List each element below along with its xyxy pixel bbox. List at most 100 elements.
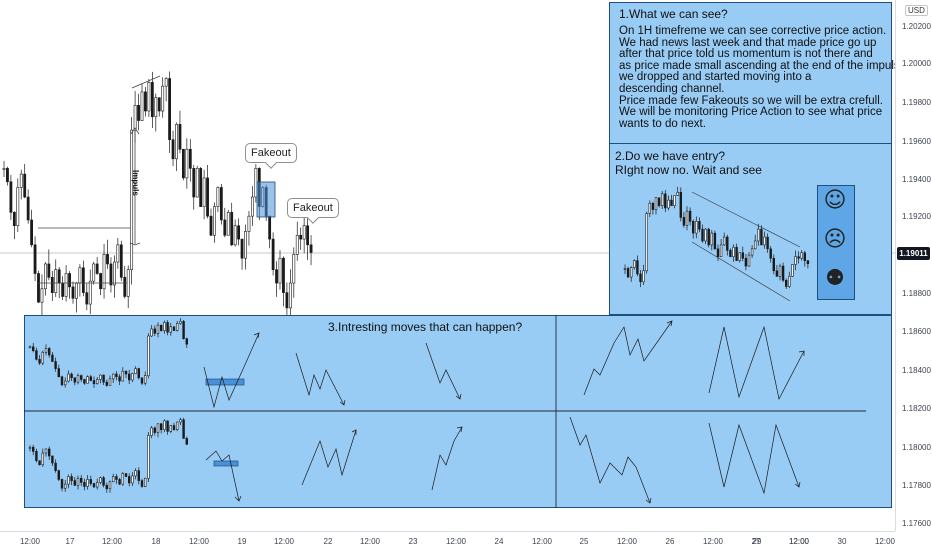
time-tick: 22 [323, 537, 333, 546]
candle-body [288, 282, 292, 309]
candle-body [105, 381, 109, 386]
time-tick: 12:00 [445, 537, 467, 546]
candle-body [121, 473, 125, 485]
time-tick: 24 [494, 537, 504, 546]
candle-body [43, 263, 47, 290]
impulse-label: Impuls [131, 170, 140, 196]
candle-body [38, 359, 41, 364]
candle-body [9, 181, 13, 213]
candle-body [230, 212, 234, 246]
candle-body [750, 248, 754, 256]
candle-body [271, 238, 275, 270]
candle-body [688, 210, 692, 222]
time-tick: 12:00 [188, 537, 210, 546]
channel-upper [691, 191, 801, 248]
price-tick: 1.18400 [902, 366, 931, 375]
candle-body [757, 228, 760, 242]
time-tick: 30 [837, 537, 847, 546]
candle-body [86, 376, 89, 384]
candle-body [629, 267, 633, 278]
candle-body [160, 324, 163, 331]
currency-label[interactable]: USD [905, 5, 928, 16]
candle-body [64, 273, 68, 297]
time-tick: 25 [579, 537, 589, 546]
candle-body [63, 483, 67, 489]
candle-body [2, 168, 6, 170]
arrow-head [666, 320, 673, 327]
candle-body [140, 91, 144, 121]
panel-title: 3.Intresting moves that can happen? [328, 320, 523, 334]
candle-body [112, 373, 115, 380]
panel-what-we-see: 1.What we can see? On 1H timefreme we ca… [609, 2, 906, 144]
candle-body [147, 335, 150, 376]
candle-body [131, 373, 134, 381]
panel-scenarios: 3.Intresting moves that can happen? [24, 315, 892, 508]
candle-body [160, 423, 163, 430]
candle-body [185, 338, 188, 345]
candle-body [153, 427, 156, 433]
time-axis[interactable]: 12:00 17 12:00 18 12:00 19 12:00 22 12:0… [0, 531, 895, 550]
arrow-head [456, 426, 463, 433]
candle-body [163, 420, 166, 430]
candle-body [147, 435, 150, 479]
time-tick: 23 [408, 537, 418, 546]
candle-body [89, 479, 93, 484]
candle-body [701, 228, 704, 242]
candle-body [26, 196, 30, 221]
candle-body [37, 273, 40, 303]
candle-body [96, 482, 99, 488]
price-axis[interactable]: 1.20200 1.20000 1.19800 1.19600 1.19400 … [895, 0, 932, 531]
time-tick: 12:00 [531, 537, 553, 546]
candle-body [32, 346, 35, 351]
candle-body [68, 273, 71, 288]
candle-body [178, 124, 182, 150]
candle-body [654, 197, 658, 210]
time-tick: 19 [237, 537, 247, 546]
candle-body [92, 380, 96, 385]
candle-body [226, 212, 230, 236]
scenario-path [295, 352, 345, 406]
candle-body [176, 323, 179, 331]
panel-title: 2.Do we have entry? [615, 149, 726, 163]
candle-body [195, 168, 199, 198]
time-tick: 12:00 [616, 537, 638, 546]
candle-body [169, 425, 172, 432]
candle-body [164, 78, 168, 87]
candle-body [6, 168, 9, 183]
candle-body [732, 246, 735, 257]
smiley-icon: ☺ [823, 188, 847, 213]
candle-body [302, 225, 306, 240]
candle-body [791, 264, 794, 277]
candle-body [182, 148, 185, 179]
price-tick: 1.18200 [902, 404, 931, 413]
candle-body [741, 252, 744, 259]
price-chart[interactable] [0, 0, 895, 531]
candle-body [99, 374, 102, 380]
channel-lower [691, 241, 791, 302]
candle-body [747, 254, 751, 267]
time-tick: 26 [665, 537, 675, 546]
candle-body [19, 173, 23, 188]
candle-body [219, 187, 223, 221]
candle-body [775, 270, 779, 277]
panel-title: 1.What we can see? [619, 7, 728, 21]
candle-body [729, 250, 732, 257]
candle-body [282, 257, 285, 293]
candle-body [185, 148, 189, 179]
candle-body [73, 480, 77, 486]
time-tick: 12:00 [788, 537, 810, 546]
candle-body [71, 286, 75, 299]
candle-body [695, 221, 698, 234]
candle-body [738, 252, 741, 261]
candle-body [766, 236, 769, 250]
candle-body [95, 263, 99, 274]
candle-body [118, 479, 121, 485]
candle-body [96, 379, 99, 385]
candlesticks [2, 71, 313, 319]
candle-body [123, 277, 127, 297]
text-line: after that price told us momentum is not… [619, 48, 873, 61]
candle-body [79, 477, 83, 483]
candle-body [188, 148, 192, 169]
candle-body [673, 195, 676, 206]
time-tick: 12:00 [359, 537, 381, 546]
